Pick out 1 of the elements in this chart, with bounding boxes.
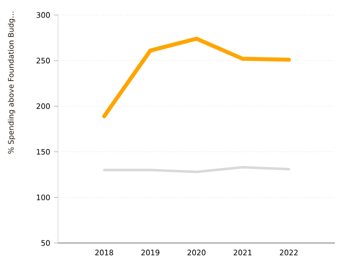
line-series	[102, 36, 291, 118]
